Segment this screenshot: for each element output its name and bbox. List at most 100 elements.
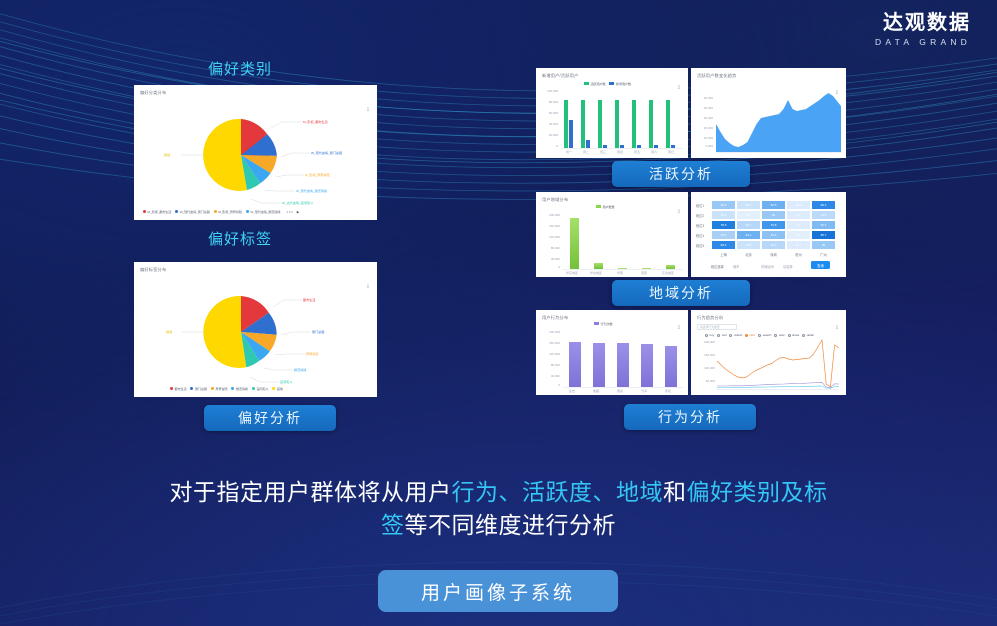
download-icon[interactable]: ⇩ (365, 107, 370, 113)
card-activity-bar-chart[interactable]: 新增用户/活跃用户 ⇩ 活跃用户数 新增用户数 100,000 80,000 6… (536, 68, 688, 158)
chart-title: 活跃用户数变化趋势 (697, 73, 737, 78)
heatmap-cell-4-1[interactable]: 13.5 (736, 240, 761, 250)
legend-label-2: collect (733, 333, 743, 337)
card-region-bar-chart[interactable]: 用户地域分布 ⇩ 用户数量 200,000 160,000 120,000 80… (536, 192, 688, 277)
x-tick-3: 分享 (640, 389, 647, 393)
heatmap-cell-1-2[interactable]: 26 (761, 210, 786, 220)
card-preference-tag-chart[interactable]: 偏好标签分布 ⇩ 都市生活 豪门总裁 异界冒险 婚恋情缘 宫闱宅斗 其他 都市生… (134, 262, 377, 397)
legend-pager[interactable]: 4 1/2 (286, 209, 293, 214)
legend-item-0[interactable]: 用户数量 (596, 204, 615, 209)
legend-item-0[interactable]: buy (705, 333, 714, 337)
legend-item-4[interactable]: search (758, 333, 771, 337)
heatmap-cell-2-2[interactable]: 70.8 (761, 220, 786, 230)
heatmap-cell-2-4[interactable]: 52.4 (811, 220, 836, 230)
heatmap-cell-0-4[interactable]: 66.1 (811, 200, 836, 210)
download-icon[interactable]: ⇩ (834, 90, 839, 96)
heatmap-footer-field3[interactable]: 请选择 (783, 265, 793, 269)
chart-legend[interactable]: 行为次数 (594, 321, 613, 326)
area-series (716, 93, 841, 152)
legend-item-7[interactable]: detail (802, 333, 814, 337)
legend-item-2[interactable]: collect (729, 333, 742, 337)
heatmap-cell-0-1[interactable]: 18.2 (736, 200, 761, 210)
heatmap-cell-3-0[interactable]: 33.7 (711, 230, 736, 240)
heatmap-cell-2-1[interactable]: 20.1 (736, 220, 761, 230)
y-tick-1: 160,000 (549, 224, 560, 228)
heatmap-grid[interactable]: 30.1 18.2 52.5 10.3 66.1 12.4 8.6 26 9.2… (711, 200, 836, 250)
y-tick-3: 80,000 (550, 246, 560, 250)
heatmap-footer-field[interactable]: 城市 (733, 265, 740, 269)
legend-item-4[interactable]: 宫闱宅斗 (251, 386, 269, 391)
download-icon[interactable]: ⇩ (676, 325, 681, 331)
legend-item-6[interactable]: share (787, 333, 799, 337)
card-region-heatmap[interactable]: 地域活跃分布 段位1 段位2 段位3 段位4 段位5 30.1 18.2 52.… (691, 192, 846, 277)
legend-item-3[interactable]: click (745, 333, 755, 337)
pill-preference-analysis[interactable]: 偏好分析 (204, 405, 336, 431)
bar-region-3 (642, 268, 651, 269)
heatmap-cell-0-3[interactable]: 10.3 (786, 200, 811, 210)
legend-item-1[interactable]: 新增用户数 (609, 81, 631, 86)
card-active-trend-area-chart[interactable]: 活跃用户数变化趋势 ⇩ 30,000 25,000 20,000 15,000 … (691, 68, 846, 158)
legend-item-0[interactable]: 行为次数 (594, 321, 613, 326)
heatmap-query-button[interactable]: 查询 (811, 261, 830, 269)
heatmap-cell-1-0[interactable]: 12.4 (711, 210, 736, 220)
legend-item-3[interactable]: 婚恋情缘 (231, 386, 248, 391)
card-behavior-bar-chart[interactable]: 用户行为分布 ⇩ 行为次数 200,000 160,000 120,000 80… (536, 310, 688, 395)
heatmap-cell-4-0[interactable]: 68.4 (711, 240, 736, 250)
chart-legend[interactable]: 用户数量 (596, 204, 615, 209)
card-preference-category-chart[interactable]: 偏好分类分布 ⇩ M_影视_都市生活 W_现代言情_豪门总裁 M_影视_异界冒险… (134, 85, 377, 220)
subsystem-button[interactable]: 用户画像子系统 (378, 570, 618, 612)
chart-legend[interactable]: M_影视_都市生活 W_现代言情_豪门总裁 M_影视_异界冒险 W_现代言情_婚… (143, 209, 299, 214)
heatmap-cell-3-3[interactable]: 8.4 (786, 230, 811, 240)
legend-item-1[interactable]: W_现代言情_豪门总裁 (175, 209, 210, 214)
pager-next-icon[interactable]: ▶ (296, 209, 300, 214)
legend-item-5[interactable]: view (774, 333, 785, 337)
download-icon[interactable]: ⇩ (834, 325, 839, 331)
legend-item-5[interactable]: 其他 (272, 386, 283, 391)
heatmap-cell-1-4[interactable]: 14.2 (811, 210, 836, 220)
legend-item-0[interactable]: 活跃用户数 (584, 81, 606, 86)
chart-legend[interactable]: 活跃用户数 新增用户数 (584, 81, 631, 86)
x-tick-0: 点击 (568, 389, 575, 393)
behavior-type-filter[interactable]: 请选择行为类型 (697, 324, 737, 330)
legend-label-7: detail (806, 333, 814, 337)
legend-item-2[interactable]: M_影视_异界冒险 (213, 209, 242, 214)
pill-behavior-analysis[interactable]: 行为分析 (624, 404, 756, 430)
heatmap-cell-3-2[interactable]: 44.6 (761, 230, 786, 240)
legend-dot-2 (210, 387, 214, 390)
heatmap-cell-4-2[interactable]: 22.9 (761, 240, 786, 250)
heatmap-cell-2-3[interactable]: 12 (786, 220, 811, 230)
line-series (717, 339, 839, 389)
chart-legend[interactable]: buy cart collect click search view share… (705, 333, 814, 337)
pill-activity-analysis[interactable]: 活跃分析 (612, 161, 750, 187)
download-icon[interactable]: ⇩ (365, 284, 370, 290)
heatmap-cell-3-1[interactable]: 64.1 (736, 230, 761, 240)
heatmap-cell-2-0[interactable]: 78.6 (711, 220, 736, 230)
legend-item-1[interactable]: 豪门总裁 (190, 386, 207, 391)
heatmap-cell-0-0[interactable]: 30.1 (711, 200, 736, 210)
card-behavior-line-chart[interactable]: 行为趋势分析 请选择行为类型 ⇩ buy cart collect click … (691, 310, 846, 395)
download-icon[interactable]: ⇩ (676, 85, 681, 91)
legend-label-0: 活跃用户数 (590, 82, 606, 86)
heatmap-cell-1-1[interactable]: 8.6 (736, 210, 761, 220)
chart-legend[interactable]: 都市生活 豪门总裁 异界冒险 婚恋情缘 宫闱宅斗 其他 (170, 386, 283, 391)
heatmap-footer-field2[interactable]: 时间区间 (761, 265, 774, 269)
heatmap-cell-3-4[interactable]: 85.7 (811, 230, 836, 240)
legend-item-0[interactable]: 都市生活 (170, 386, 187, 391)
heatmap-cell-1-3[interactable]: 9.2 (786, 210, 811, 220)
pie-label-2: M_影视_异界冒险 (305, 173, 330, 177)
bar-group (563, 213, 683, 269)
x-tick-6: 周日 (667, 150, 674, 154)
heatmap-cell-4-3[interactable]: 11.7 (786, 240, 811, 250)
download-icon[interactable]: ⇩ (676, 209, 681, 215)
legend-item-3[interactable]: W_现代言情_婚恋情缘 (245, 209, 281, 214)
legend-label-0: 都市生活 (174, 387, 187, 391)
legend-item-1[interactable]: cart (717, 333, 727, 337)
pill-region-analysis[interactable]: 地域分析 (612, 280, 750, 306)
x-tick-2: 阅读 (616, 389, 623, 393)
heatmap-cell-0-2[interactable]: 52.5 (761, 200, 786, 210)
heatmap-cell-4-4[interactable]: 30 (811, 240, 836, 250)
legend-item-2[interactable]: 异界冒险 (210, 386, 228, 391)
bar-region-2 (618, 268, 627, 269)
legend-item-0[interactable]: M_影视_都市生活 (143, 209, 171, 214)
chart-title: 用户地域分布 (542, 197, 569, 202)
